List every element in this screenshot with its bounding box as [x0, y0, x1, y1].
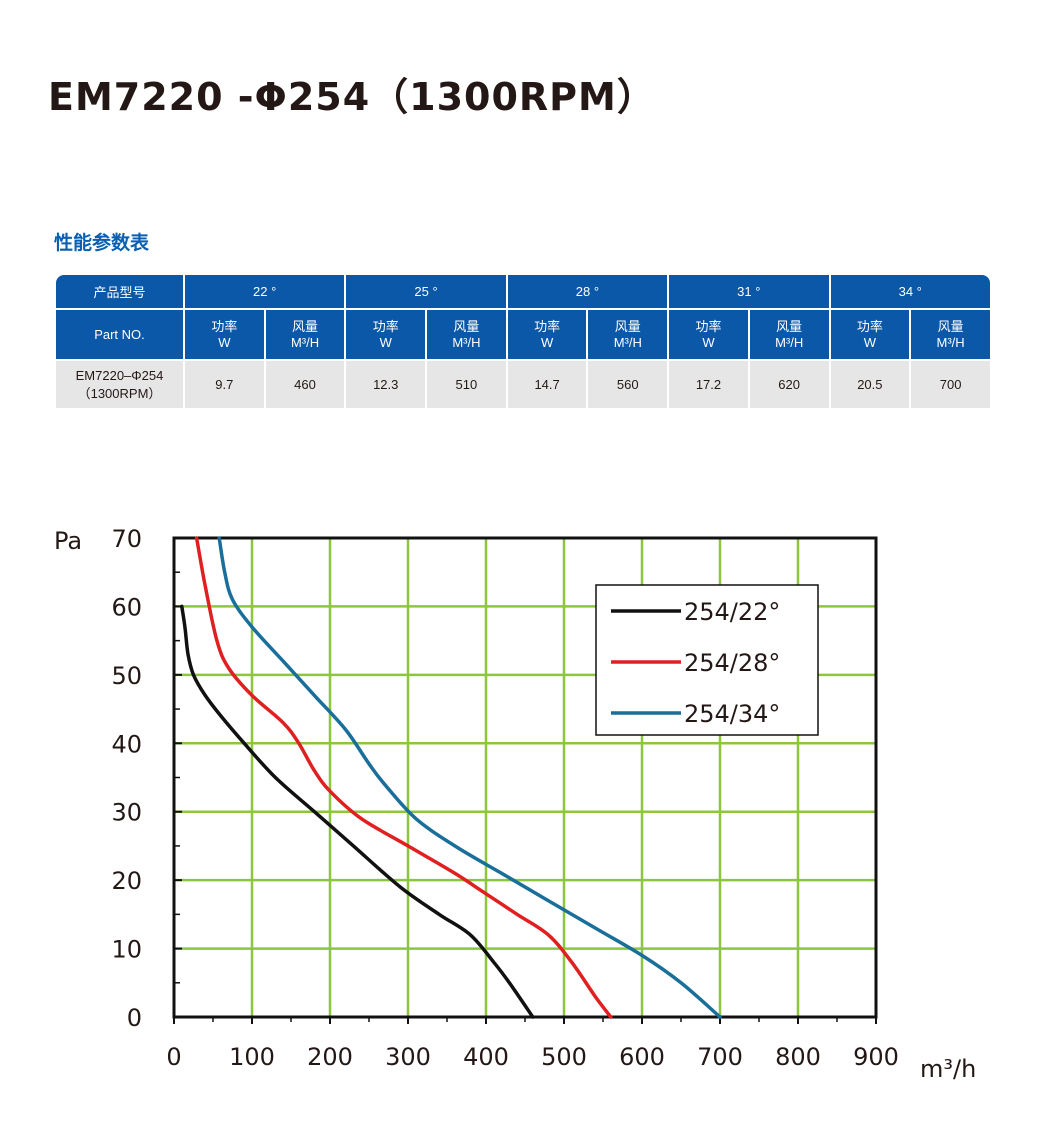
header-power-unit: W: [218, 334, 231, 350]
header-power-unit: W: [540, 334, 554, 350]
header-airflow-label: 风量: [776, 318, 803, 334]
header-power-unit: W: [863, 334, 876, 350]
header-power-label: 功率: [534, 318, 561, 334]
y-tick-label: 60: [111, 593, 142, 621]
header-power: 功率 W: [346, 310, 426, 359]
table-subheader-row: Part NO. 功率 W 风量 M³/H 功率 W 风量 M³/H 功率 W 风量 M³/…: [56, 310, 990, 359]
header-airflow: 风量 M³/H: [588, 310, 668, 359]
header-power-unit: W: [702, 334, 715, 350]
header-power-label: 功率: [695, 318, 722, 334]
cell-power-31: 17.2: [669, 361, 748, 408]
y-axis-label: Pa: [54, 527, 82, 555]
header-airflow-label: 风量: [453, 318, 480, 334]
header-airflow: 风量 M³/H: [911, 310, 990, 359]
page-title: EM7220 -Φ254（1300RPM）: [48, 75, 656, 119]
y-tick-label: 20: [111, 867, 142, 895]
header-power: 功率 W: [507, 310, 587, 359]
part-number-line2: （1300RPM）: [77, 385, 162, 401]
x-tick-label: 700: [697, 1043, 743, 1071]
cell-power-22: 9.7: [185, 361, 264, 408]
series-line-1: [180, 604, 535, 1019]
legend-label-1: 254/22°: [684, 598, 780, 626]
header-angle-22: 22 °: [185, 275, 345, 308]
header-power-label: 功率: [211, 318, 238, 334]
header-airflow: 风量 M³/H: [749, 310, 829, 359]
cell-airflow-28: 560: [588, 361, 668, 408]
x-axis-label: m³/h: [920, 1055, 976, 1083]
x-tick-label: 600: [619, 1043, 665, 1071]
x-tick-label: 800: [775, 1043, 821, 1071]
chart-legend: 254/22° 254/28° 254/34°: [595, 584, 819, 736]
y-tick-label: 40: [111, 730, 142, 758]
table-row: EM7220–Φ254 （1300RPM） 9.7 460 12.3 510 14…: [56, 361, 990, 408]
header-airflow-label: 风量: [937, 318, 964, 334]
header-airflow-unit: M³/H: [290, 334, 320, 350]
x-tick-label: 0: [166, 1043, 181, 1071]
header-power-label: 功率: [372, 318, 399, 334]
header-airflow-unit: M³/H: [775, 334, 804, 350]
x-tick-label: 100: [229, 1043, 275, 1071]
header-airflow: 风量 M³/H: [265, 310, 345, 359]
header-angle-34: 34 °: [830, 275, 990, 308]
header-airflow: 风量 M³/H: [427, 310, 506, 359]
cell-power-28: 14.7: [507, 361, 587, 408]
header-power: 功率 W: [669, 310, 748, 359]
header-airflow-label: 风量: [614, 318, 641, 334]
y-tick-label: 50: [111, 662, 142, 690]
cell-power-25: 12.3: [346, 361, 426, 408]
header-airflow-unit: M³/H: [613, 334, 642, 350]
header-angle-28: 28 °: [507, 275, 668, 308]
section-title: 性能参数表: [54, 232, 150, 254]
chart-series: [180, 536, 722, 1019]
header-power: 功率 W: [185, 310, 264, 359]
table-header-row: 产品型号 22 ° 25 ° 28 ° 31 ° 34 °: [56, 275, 990, 308]
x-tick-label: 900: [853, 1043, 899, 1071]
y-tick-label: 30: [111, 799, 142, 827]
x-tick-label: 400: [463, 1043, 509, 1071]
chart-tick-labels: 0 100 200 300 400 500 600 700 800 900 0 10 20 30 40 50 6…: [111, 525, 898, 1071]
header-power: 功率 W: [830, 310, 910, 359]
cell-airflow-34: 700: [911, 361, 990, 408]
legend-label-3: 254/34°: [684, 700, 780, 728]
y-tick-label: 70: [111, 525, 142, 553]
header-part-no: Part NO.: [56, 310, 183, 359]
cell-airflow-31: 620: [749, 361, 829, 408]
part-number-line1: EM7220–Φ254: [75, 367, 164, 383]
y-tick-label: 0: [127, 1004, 142, 1032]
header-airflow-label: 风量: [292, 318, 319, 334]
cell-airflow-22: 460: [265, 361, 345, 408]
plot-frame: [172, 536, 878, 1019]
header-airflow-unit: M³/H: [936, 334, 965, 350]
series-line-3: [217, 536, 722, 1019]
spec-table: 产品型号 22 ° 25 ° 28 ° 31 ° 34 ° Part NO. 功…: [54, 273, 992, 410]
header-power-unit: W: [379, 334, 392, 350]
cell-power-34: 20.5: [830, 361, 910, 408]
header-airflow-unit: M³/H: [452, 334, 481, 350]
cell-part-number: EM7220–Φ254 （1300RPM）: [56, 361, 183, 408]
y-tick-label: 10: [111, 936, 142, 964]
legend-label-2: 254/28°: [684, 649, 780, 677]
x-tick-label: 500: [541, 1043, 587, 1071]
series-line-2: [194, 536, 613, 1019]
x-tick-label: 200: [307, 1043, 353, 1071]
cell-airflow-25: 510: [427, 361, 506, 408]
header-power-label: 功率: [856, 318, 883, 334]
header-model: 产品型号: [56, 275, 183, 308]
x-tick-label: 300: [385, 1043, 431, 1071]
pressure-airflow-chart: 0 100 200 300 400 500 600 700 800 900 0 10 20 30 40 50 6…: [54, 525, 976, 1083]
header-angle-25: 25 °: [346, 275, 506, 308]
header-angle-31: 31 °: [669, 275, 829, 308]
